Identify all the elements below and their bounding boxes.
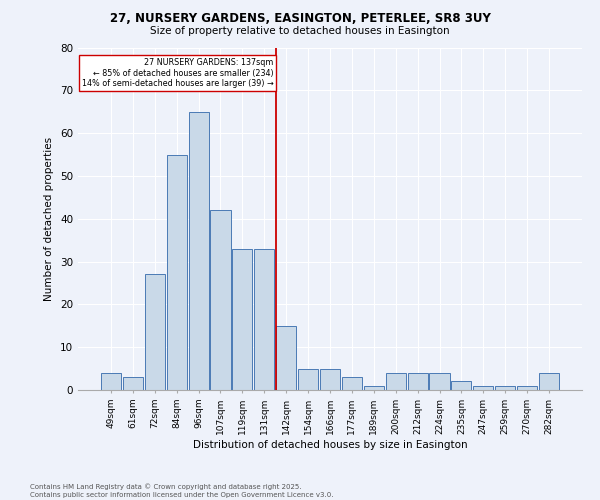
Bar: [407, 373, 428, 390]
Text: 27, NURSERY GARDENS, EASINGTON, PETERLEE, SR8 3UY: 27, NURSERY GARDENS, EASINGTON, PETERLEE…: [110, 12, 490, 26]
Bar: [167, 154, 187, 390]
Bar: [539, 373, 559, 390]
Bar: [276, 326, 296, 390]
Bar: [430, 373, 449, 390]
Bar: [386, 373, 406, 390]
X-axis label: Distribution of detached houses by size in Easington: Distribution of detached houses by size …: [193, 440, 467, 450]
Bar: [101, 373, 121, 390]
Text: Size of property relative to detached houses in Easington: Size of property relative to detached ho…: [150, 26, 450, 36]
Y-axis label: Number of detached properties: Number of detached properties: [44, 136, 55, 301]
Bar: [364, 386, 384, 390]
Bar: [254, 248, 274, 390]
Bar: [495, 386, 515, 390]
Text: Contains HM Land Registry data © Crown copyright and database right 2025.
Contai: Contains HM Land Registry data © Crown c…: [30, 484, 334, 498]
Bar: [145, 274, 165, 390]
Bar: [451, 382, 472, 390]
Text: 27 NURSERY GARDENS: 137sqm
← 85% of detached houses are smaller (234)
14% of sem: 27 NURSERY GARDENS: 137sqm ← 85% of deta…: [82, 58, 274, 88]
Bar: [342, 377, 362, 390]
Bar: [320, 368, 340, 390]
Bar: [517, 386, 537, 390]
Bar: [473, 386, 493, 390]
Bar: [211, 210, 230, 390]
Bar: [298, 368, 318, 390]
Bar: [123, 377, 143, 390]
Bar: [232, 248, 253, 390]
Bar: [188, 112, 209, 390]
